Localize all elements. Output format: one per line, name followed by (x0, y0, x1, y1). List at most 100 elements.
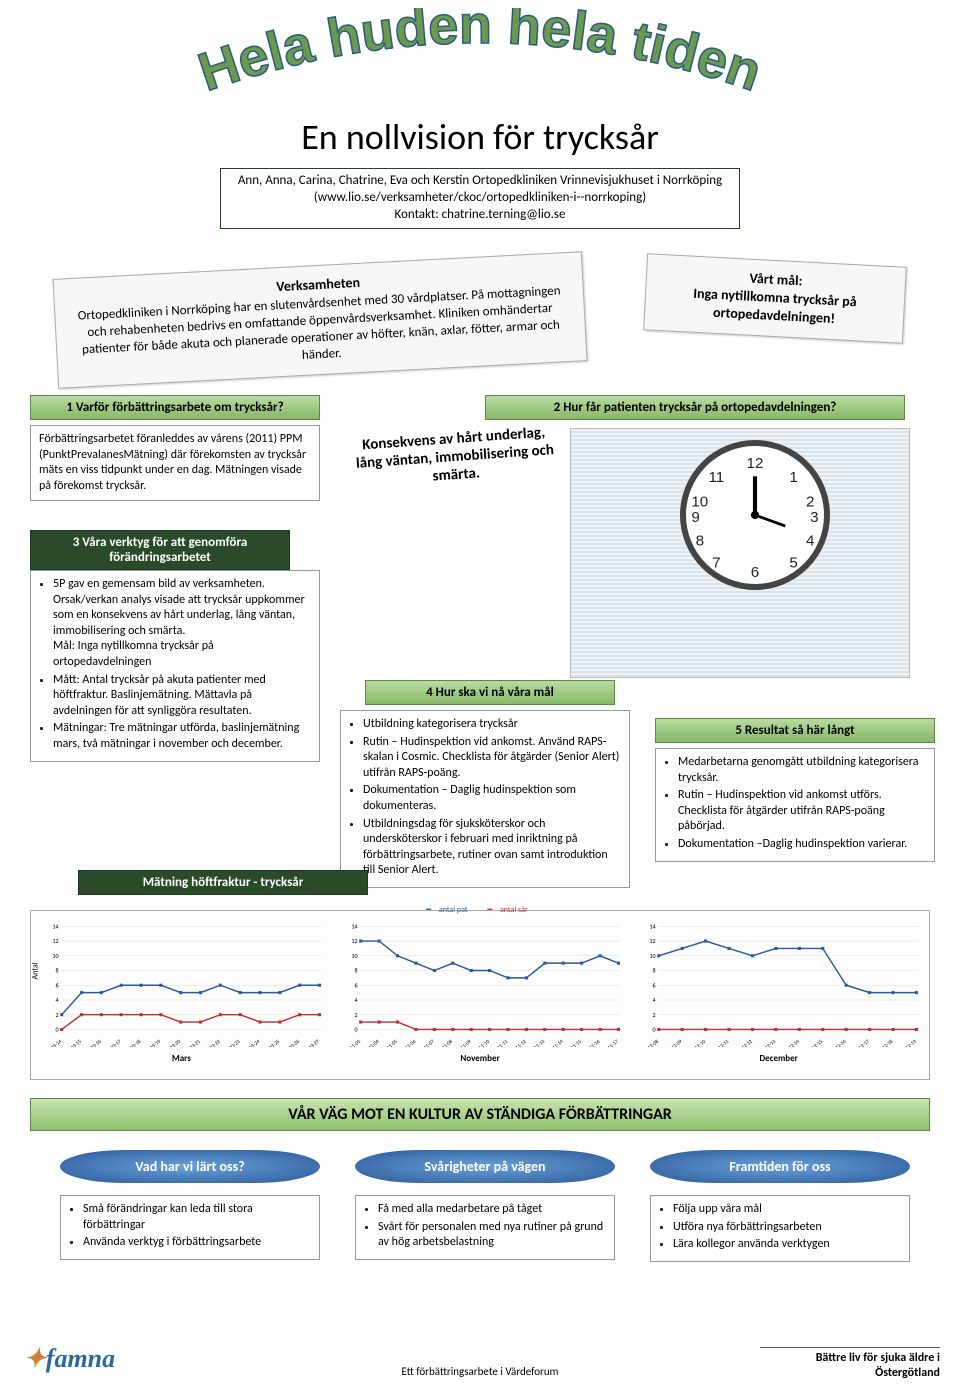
svg-text:2011-03-17: 2011-03-17 (100, 1038, 123, 1047)
svg-text:2011-11-04: 2011-11-04 (358, 1038, 381, 1047)
svg-text:11: 11 (708, 469, 724, 486)
svg-text:4: 4 (806, 532, 814, 549)
svg-text:0: 0 (354, 1025, 357, 1033)
list-item: 5P gav en gemensam bild av verksamheten.… (53, 577, 311, 671)
section-4-list: Utbildning kategorisera trycksår Rutin – … (349, 717, 621, 879)
svg-text:12: 12 (52, 937, 58, 945)
section-3-body: 5P gav en gemensam bild av verksamheten.… (30, 570, 320, 762)
konsekvens-text: Konsekvens av hårt underlag, lång väntan… (348, 423, 561, 492)
svg-text:12: 12 (351, 937, 357, 945)
svg-text:2011-03-16: 2011-03-16 (80, 1038, 103, 1047)
svg-text:6: 6 (653, 981, 656, 989)
svg-text:12: 12 (747, 455, 764, 472)
list-item: Svårt för personalen med nya rutiner på … (378, 1220, 606, 1251)
chart-december: 024681012142011-12-082011-12-092011-12-1… (634, 917, 923, 1073)
svg-text:0: 0 (56, 1025, 59, 1033)
list-item: Lära kollegor använda verktygen (673, 1237, 901, 1253)
future-box: Följa upp våra målUtföra nya förbättring… (650, 1195, 910, 1262)
learned-box: Små förändringar kan leda till stora för… (60, 1195, 320, 1260)
list-item: Medarbetarna genomgått utbildning katego… (678, 755, 926, 786)
list-item: Dokumentation – Daglig hudinspektion som… (363, 783, 621, 814)
svg-text:14: 14 (351, 922, 358, 930)
pill-learned: Vad har vi lärt oss? (60, 1150, 320, 1183)
svg-text:2011-12-11: 2011-12-11 (708, 1038, 731, 1047)
svg-text:5: 5 (789, 554, 797, 571)
svg-text:2011-03-15: 2011-03-15 (61, 1038, 84, 1047)
svg-text:10: 10 (691, 494, 708, 511)
list-item: Dokumentation –Daglig hudinspektion vari… (678, 837, 926, 853)
section-5-list: Medarbetarna genomgått utbildning katego… (664, 755, 926, 853)
svg-text:2011-03-18: 2011-03-18 (120, 1038, 143, 1047)
svg-text:7: 7 (712, 554, 720, 571)
svg-text:2011-03-26: 2011-03-26 (279, 1038, 302, 1047)
svg-text:Hela huden hela tiden: Hela huden hela tiden (191, 8, 769, 103)
list-item: Mätningar: Tre mätningar utförda, baslin… (53, 721, 311, 752)
svg-text:2011-11-09: 2011-11-09 (450, 1038, 473, 1047)
list-item: Utbildning kategorisera trycksår (363, 717, 621, 733)
svg-text:2011-12-16: 2011-12-16 (826, 1038, 849, 1047)
svg-text:2: 2 (354, 1011, 357, 1019)
svg-text:2011-12-14: 2011-12-14 (779, 1038, 802, 1047)
svg-text:2011-12-19: 2011-12-19 (896, 1038, 919, 1047)
svg-text:2011-12-08: 2011-12-08 (638, 1038, 661, 1047)
svg-text:4: 4 (354, 996, 358, 1004)
svg-text:2011-12-15: 2011-12-15 (802, 1038, 825, 1047)
svg-text:2011-11-16: 2011-11-16 (579, 1038, 602, 1047)
svg-text:2011-11-15: 2011-11-15 (560, 1038, 583, 1047)
svg-text:2011-11-12: 2011-11-12 (505, 1038, 528, 1047)
svg-text:2011-11-06: 2011-11-06 (395, 1038, 418, 1047)
svg-text:6: 6 (751, 564, 759, 581)
section-4-body: Utbildning kategorisera trycksår Rutin – … (340, 710, 630, 888)
section-3-list: 5P gav en gemensam bild av verksamheten.… (39, 577, 311, 753)
svg-text:2011-12-12: 2011-12-12 (732, 1038, 755, 1047)
clock-icon: 1212 345 678 91011 (680, 440, 830, 590)
svg-text:8: 8 (696, 532, 704, 549)
section-5-header: 5 Resultat så här långt (655, 718, 935, 743)
pill-difficulties: Svårigheter på vägen (355, 1150, 615, 1183)
svg-text:2011-11-17: 2011-11-17 (597, 1038, 620, 1047)
section-3-header: 3 Våra verktyg för att genomföra förändr… (30, 530, 290, 570)
pill-future: Framtiden för oss (650, 1150, 910, 1183)
svg-text:6: 6 (354, 981, 357, 989)
section-1-body: Förbättringsarbetet föranleddes av våren… (30, 425, 320, 501)
list-item: Använda verktyg i förbättringsarbete (83, 1235, 311, 1251)
svg-text:1: 1 (789, 469, 797, 486)
list-item: Få med alla medarbetare på tåget (378, 1202, 606, 1218)
list-item: Rutin – Hudinspektion vid ankomst utförs… (678, 788, 926, 835)
svg-text:2011-11-08: 2011-11-08 (432, 1038, 455, 1047)
svg-text:2011-12-17: 2011-12-17 (849, 1038, 872, 1047)
svg-text:4: 4 (653, 996, 657, 1004)
section-2-header: 2 Hur får patienten trycksår på ortopeda… (485, 395, 905, 420)
list-item: Rutin – Hudinspektion vid ankomst. Använ… (363, 735, 621, 782)
verksamheten-box: Verksamheten Ortopedkliniken i Norrköpin… (52, 251, 587, 388)
svg-text:2011-03-24: 2011-03-24 (239, 1038, 262, 1047)
svg-text:2011-11-03: 2011-11-03 (339, 1038, 362, 1047)
culture-banner: VÅR VÄG MOT EN KULTUR AV STÄNDIGA FÖRBÄT… (30, 1098, 930, 1131)
svg-text:2011-11-11: 2011-11-11 (487, 1038, 510, 1047)
svg-text:2011-11-07: 2011-11-07 (413, 1038, 436, 1047)
svg-text:6: 6 (56, 981, 59, 989)
svg-text:2011-12-09: 2011-12-09 (662, 1038, 685, 1047)
section-5-body: Medarbetarna genomgått utbildning katego… (655, 748, 935, 862)
svg-text:2011-12-18: 2011-12-18 (872, 1038, 895, 1047)
list-item: Mått: Antal trycksår på akuta patienter … (53, 673, 311, 720)
arc-title: Hela huden hela tiden (0, 8, 960, 132)
svg-text:2011-03-22: 2011-03-22 (199, 1038, 222, 1047)
svg-text:2: 2 (56, 1011, 59, 1019)
footer-right: Bättre liv för sjuka äldre iÖstergötland (760, 1347, 940, 1380)
list-item: Utbildningsdag för sjuksköterskor och un… (363, 817, 621, 879)
section-4-header: 4 Hur ska vi nå våra mål (365, 680, 615, 705)
svg-text:2011-03-21: 2011-03-21 (180, 1038, 203, 1047)
svg-text:9: 9 (691, 509, 699, 526)
svg-text:14: 14 (52, 922, 59, 930)
goal-box: Vårt mål:Inga nytillkomna trycksår på or… (643, 253, 907, 343)
svg-text:2011-03-27: 2011-03-27 (299, 1038, 322, 1047)
svg-text:2011-11-05: 2011-11-05 (376, 1038, 399, 1047)
list-item: Små förändringar kan leda till stora för… (83, 1202, 311, 1233)
svg-text:2011-03-25: 2011-03-25 (259, 1038, 282, 1047)
list-item: Utföra nya förbättringsarbeten (673, 1220, 901, 1236)
svg-text:2011-12-13: 2011-12-13 (755, 1038, 778, 1047)
author-box: Ann, Anna, Carina, Chatrine, Eva och Ker… (220, 168, 740, 229)
svg-text:2011-03-19: 2011-03-19 (140, 1038, 163, 1047)
svg-text:14: 14 (650, 922, 657, 930)
